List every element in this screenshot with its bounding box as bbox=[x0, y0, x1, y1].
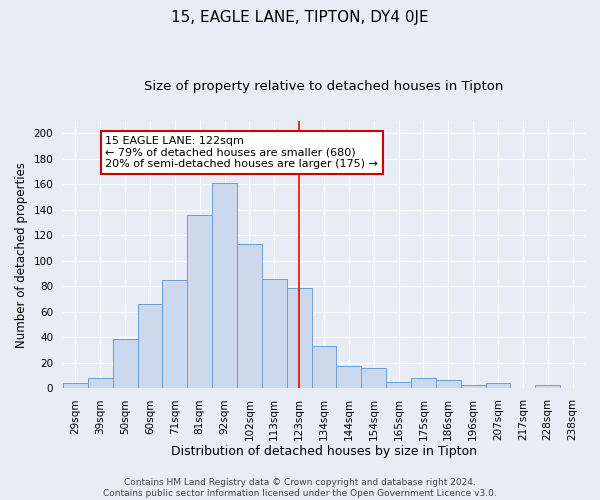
Bar bbox=[88, 378, 113, 388]
Bar bbox=[262, 279, 287, 388]
Bar bbox=[113, 338, 137, 388]
Bar bbox=[411, 378, 436, 388]
Bar bbox=[163, 280, 187, 388]
Bar bbox=[287, 288, 311, 388]
X-axis label: Distribution of detached houses by size in Tipton: Distribution of detached houses by size … bbox=[171, 444, 477, 458]
Bar bbox=[436, 380, 461, 388]
Bar bbox=[386, 382, 411, 388]
Bar bbox=[187, 215, 212, 388]
Bar bbox=[237, 244, 262, 388]
Bar bbox=[461, 384, 485, 388]
Bar bbox=[535, 384, 560, 388]
Bar bbox=[212, 183, 237, 388]
Title: Size of property relative to detached houses in Tipton: Size of property relative to detached ho… bbox=[145, 80, 504, 93]
Bar bbox=[311, 346, 337, 389]
Bar bbox=[337, 366, 361, 388]
Bar bbox=[63, 384, 88, 388]
Text: 15 EAGLE LANE: 122sqm
← 79% of detached houses are smaller (680)
20% of semi-det: 15 EAGLE LANE: 122sqm ← 79% of detached … bbox=[105, 136, 378, 169]
Text: Contains HM Land Registry data © Crown copyright and database right 2024.
Contai: Contains HM Land Registry data © Crown c… bbox=[103, 478, 497, 498]
Bar bbox=[485, 384, 511, 388]
Bar bbox=[137, 304, 163, 388]
Text: 15, EAGLE LANE, TIPTON, DY4 0JE: 15, EAGLE LANE, TIPTON, DY4 0JE bbox=[171, 10, 429, 25]
Bar bbox=[361, 368, 386, 388]
Y-axis label: Number of detached properties: Number of detached properties bbox=[15, 162, 28, 348]
